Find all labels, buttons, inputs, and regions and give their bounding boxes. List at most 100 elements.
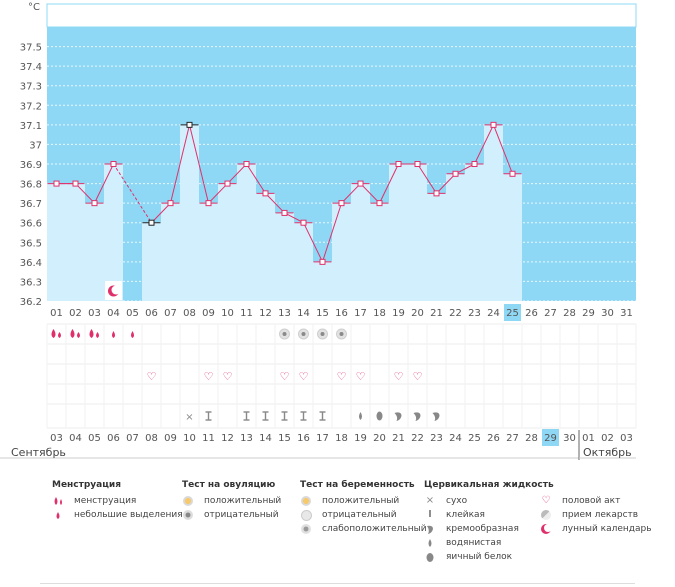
temperature-bar xyxy=(408,164,427,301)
temperature-line-segment xyxy=(303,222,323,263)
legend-item: положительный xyxy=(322,496,400,506)
legend-ovulation: Тест на овуляцию положительный отрицател… xyxy=(182,480,281,522)
cycle-day-label: 25 xyxy=(506,308,519,319)
temperature-point xyxy=(376,200,383,207)
temperature-bar xyxy=(47,183,66,301)
temperature-line-segment xyxy=(170,124,190,204)
calendar-date-label: 09 xyxy=(164,433,177,444)
temperature-point xyxy=(452,170,459,177)
cycle-day-label: 08 xyxy=(183,308,196,319)
legend-item: небольшие выделения xyxy=(74,510,183,520)
cycle-day-label: 04 xyxy=(107,308,120,319)
temperature-bar xyxy=(332,203,351,301)
legend-item: половой акт xyxy=(562,496,621,506)
cycle-day-label: 29 xyxy=(582,308,595,319)
cycle-day-label: 10 xyxy=(221,308,234,319)
temperature-point xyxy=(490,121,497,128)
legend-pregnancy: Тест на беременность положительный отриц… xyxy=(300,480,427,536)
calendar-date-label: 28 xyxy=(525,433,538,444)
temperature-point xyxy=(91,200,98,207)
y-tick-label: 37.3 xyxy=(20,82,42,93)
cycle-day-label: 31 xyxy=(620,308,633,319)
cycle-day-label: 12 xyxy=(259,308,272,319)
temperature-line-segment xyxy=(284,212,304,224)
temperature-point xyxy=(53,180,60,187)
heart-icon: ♡ xyxy=(337,370,347,383)
temperature-line-segment xyxy=(493,124,513,174)
temperature-bar xyxy=(465,164,484,301)
calendar-date-label: 22 xyxy=(411,433,424,444)
y-tick-label: 37.1 xyxy=(20,121,42,132)
cycle-day-label: 15 xyxy=(316,308,329,319)
cycle-day-label: 28 xyxy=(563,308,576,319)
legend-item: положительный xyxy=(204,496,282,506)
temperature-bar xyxy=(446,173,465,301)
month-right: Октябрь xyxy=(583,446,632,459)
calendar-date-label: 15 xyxy=(278,433,291,444)
ovulation-negative-icon-center xyxy=(339,332,344,336)
temperature-line-segment xyxy=(360,183,380,204)
legend-item: отрицательный xyxy=(322,510,397,520)
temperature-bar xyxy=(351,183,370,301)
temperature-point xyxy=(357,180,364,187)
heart-icon: ♡ xyxy=(394,370,404,383)
temperature-line-segment xyxy=(227,163,247,184)
cycle-day-label: 23 xyxy=(468,308,481,319)
temperature-point xyxy=(224,180,231,187)
temperature-point xyxy=(167,200,174,207)
temperature-line-segment xyxy=(94,163,114,204)
legend-title: Тест на овуляцию xyxy=(182,480,276,490)
calendar-date-label: 07 xyxy=(126,433,139,444)
egg-white-icon xyxy=(376,411,383,421)
cycle-day-label: 07 xyxy=(164,308,177,319)
temperature-point xyxy=(281,209,288,216)
cycle-day-label: 16 xyxy=(335,308,348,319)
temperature-line-segment xyxy=(208,183,228,204)
cycle-day-label: 06 xyxy=(145,308,158,319)
cycle-day-label: 27 xyxy=(544,308,557,319)
blood-drop-heavy-icon xyxy=(89,329,94,338)
calendar-date-label: 20 xyxy=(373,433,386,444)
heart-icon: ♡ xyxy=(147,370,157,383)
temperature-bar xyxy=(218,183,237,301)
y-tick-label: 36.4 xyxy=(20,258,42,269)
blood-drop-heavy-icon xyxy=(96,332,99,338)
blood-drop-heavy-icon xyxy=(70,329,75,338)
y-tick-label: 36.6 xyxy=(20,219,42,230)
dry-icon: × xyxy=(425,495,435,506)
pregnancy-positive-icon xyxy=(300,495,312,507)
cycle-day-label: 13 xyxy=(278,308,291,319)
calendar-date-label: 18 xyxy=(335,433,348,444)
ovulation-negative-icon-center xyxy=(320,332,325,336)
calendar-date-label: 25 xyxy=(468,433,481,444)
blood-drop-light-icon xyxy=(52,509,64,521)
cycle-day-label: 21 xyxy=(430,308,443,319)
cycle-day-label: 20 xyxy=(411,308,424,319)
temperature-bar xyxy=(389,164,408,301)
calendar-date-label: 19 xyxy=(354,433,367,444)
temperature-point xyxy=(205,200,212,207)
temperature-line-segment xyxy=(474,124,494,165)
temperature-point xyxy=(186,121,193,128)
y-tick-label: 37.4 xyxy=(20,62,42,73)
temperature-bar xyxy=(294,222,313,301)
temperature-point xyxy=(148,219,155,226)
y-tick-label: 37 xyxy=(29,140,42,151)
legend-item: клейкая xyxy=(446,510,485,520)
temperature-line-segment xyxy=(455,163,475,175)
legend-title: Менструация xyxy=(52,480,121,490)
temperature-point xyxy=(72,180,79,187)
creamy-icon xyxy=(394,412,402,421)
temperature-point xyxy=(509,170,516,177)
calendar-date-label: 23 xyxy=(430,433,443,444)
watery-icon xyxy=(424,537,436,549)
temperature-bar xyxy=(503,173,522,301)
temperature-line-segment xyxy=(265,193,285,214)
plot-top-band xyxy=(46,3,637,28)
temperature-line-segment xyxy=(417,163,437,194)
legend-item: яичный белок xyxy=(446,552,513,562)
cycle-day-label: 03 xyxy=(88,308,101,319)
temperature-bar xyxy=(104,164,123,301)
heart-icon: ♡ xyxy=(299,370,309,383)
temperature-point xyxy=(243,161,250,167)
